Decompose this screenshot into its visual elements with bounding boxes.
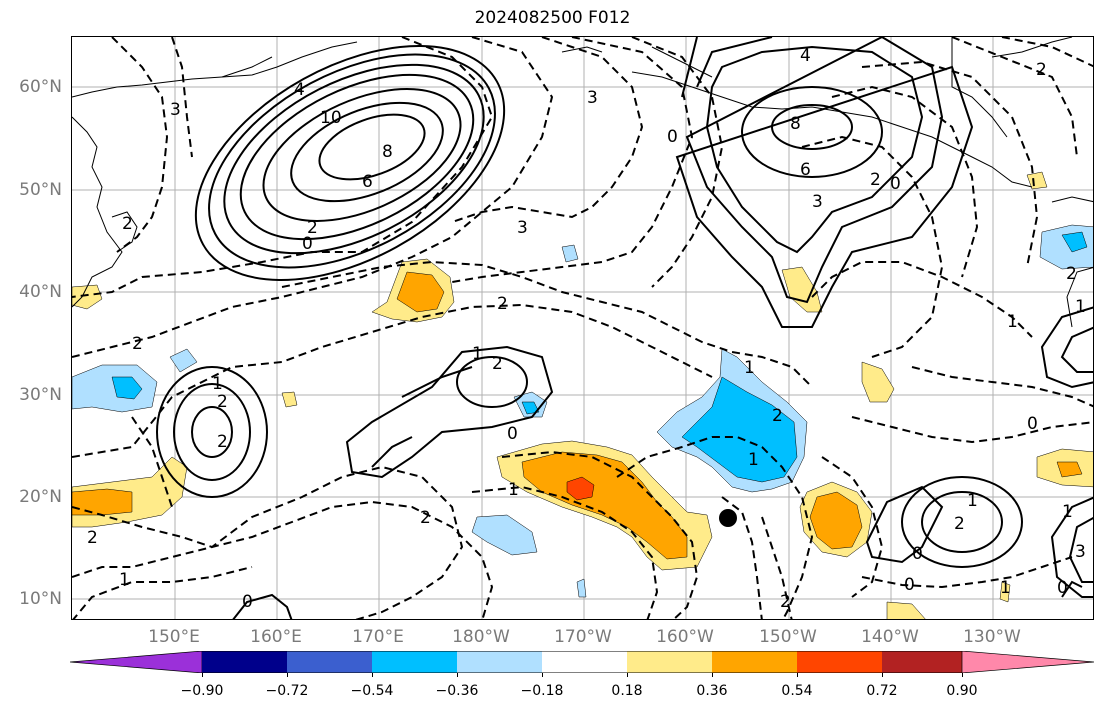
lat-label-10n: 10°N: [19, 589, 62, 609]
contour-label: 2: [954, 514, 965, 534]
contour-label: 1: [1062, 502, 1073, 522]
lon-label-150w: 150°W: [759, 627, 817, 647]
contour-label: 2: [780, 592, 791, 612]
map-canvas: 10 8 6 4 2 0 3 2 0 8 6 4 3 2 0 1 2 2 1 2…: [72, 37, 1093, 619]
colorbar-bin: [542, 651, 627, 673]
colorbar-tick-label: 0.90: [946, 683, 978, 699]
colorbar-tick-label: −0.72: [265, 683, 309, 699]
contour-labels: 10 8 6 4 2 0 3 2 0 8 6 4 3 2 0 1 2 2 1 2…: [87, 46, 1086, 612]
contour-label: 3: [812, 192, 823, 212]
colorbar-bin: [882, 651, 962, 673]
lon-label-170w: 170°W: [554, 627, 612, 647]
contour-label: 2: [870, 170, 881, 190]
colorbar-extend-low: [70, 651, 203, 673]
contour-label: 0: [667, 127, 678, 147]
contour-label: 1: [508, 480, 519, 500]
contour-label: 2: [307, 218, 318, 238]
coastlines: [72, 37, 1093, 328]
contour-label: 3: [517, 218, 528, 238]
lat-label-40n: 40°N: [19, 282, 62, 302]
colorbar-bin: [287, 651, 372, 673]
contour-label: 2: [492, 354, 503, 374]
colorbar-bin: [457, 651, 542, 673]
contour-label: 2: [132, 334, 143, 354]
shaded-anomalies: [72, 171, 1093, 619]
contour-label: 2: [217, 392, 228, 412]
colorbar-extend-high: [961, 651, 1094, 673]
contour-label: 2: [1036, 60, 1047, 80]
lat-label-20n: 20°N: [19, 487, 62, 507]
lon-label-170e: 170°E: [352, 627, 404, 647]
contour-label: 2: [420, 508, 431, 528]
colorbar-bin: [712, 651, 797, 673]
contour-label: 2: [122, 214, 133, 234]
lon-label-140w: 140°W: [861, 627, 919, 647]
contour-label: 0: [1027, 414, 1038, 434]
contour-label: 6: [362, 172, 373, 192]
colorbar-tick-label: 0.36: [696, 683, 728, 699]
contour-label: 1: [1007, 312, 1018, 332]
contour-label: 6: [800, 160, 811, 180]
storm-position-dot: [719, 509, 737, 527]
contour-label: 2: [217, 432, 228, 452]
colorbar-tick-label: 0.18: [611, 683, 643, 699]
colorbar-bin: [372, 651, 457, 673]
lon-label-160e: 160°E: [250, 627, 302, 647]
contour-label: 2: [772, 406, 783, 426]
contour-label: 1: [744, 358, 755, 378]
contour-label: 3: [1075, 542, 1086, 562]
lon-label-150e: 150°E: [148, 627, 200, 647]
map-title: 2024082500 F012: [474, 8, 631, 28]
contour-label: 1: [748, 450, 759, 470]
lon-label-160w: 160°W: [656, 627, 714, 647]
contour-label: 10: [320, 108, 342, 128]
colorbar-tick-label: −0.54: [350, 683, 394, 699]
colorbar-bin: [797, 651, 882, 673]
contour-label: 0: [890, 174, 901, 194]
lon-label-180w: 180°W: [452, 627, 510, 647]
colorbar-tick-label: 0.54: [781, 683, 813, 699]
contour-label: 1: [212, 374, 223, 394]
contour-label: 2: [497, 294, 508, 314]
contour-label: 1: [119, 570, 130, 590]
lat-label-50n: 50°N: [19, 180, 62, 200]
contour-label: 1: [967, 491, 978, 511]
colorbar-tick-label: −0.90: [180, 683, 224, 699]
colorbar-bin: [627, 651, 712, 673]
contour-label: 4: [294, 80, 305, 100]
contour-label: 1: [1000, 578, 1011, 598]
map-panel: 10 8 6 4 2 0 3 2 0 8 6 4 3 2 0 1 2 2 1 2…: [71, 36, 1094, 620]
colorbar-tick-label: −0.36: [435, 683, 479, 699]
negative-anomaly-west: [72, 364, 158, 413]
colorbar-tick-label: −0.18: [520, 683, 564, 699]
contour-label: 2: [87, 528, 98, 548]
contour-label: 3: [587, 88, 598, 108]
contour-label: 0: [242, 592, 253, 612]
contour-label: 3: [170, 100, 181, 120]
contour-label: 8: [382, 142, 393, 162]
lon-label-130w: 130°W: [963, 627, 1021, 647]
lat-label-30n: 30°N: [19, 385, 62, 405]
contour-label: 0: [904, 575, 915, 595]
colorbar-bin: [202, 651, 287, 673]
contour-label: 0: [507, 424, 518, 444]
contour-label: 0: [912, 544, 923, 564]
contour-label: 0: [302, 234, 313, 254]
colorbar-tick-label: 0.72: [866, 683, 898, 699]
contour-label: 2: [1066, 264, 1077, 284]
lat-label-60n: 60°N: [19, 77, 62, 97]
colorbar: [70, 651, 1094, 673]
contour-label: 1: [1075, 297, 1086, 317]
contour-label: 1: [472, 344, 483, 364]
contour-label: 4: [800, 46, 811, 66]
contour-label: 0: [1057, 578, 1068, 598]
dashed-contours: [72, 37, 1093, 619]
contour-label: 8: [790, 114, 801, 134]
